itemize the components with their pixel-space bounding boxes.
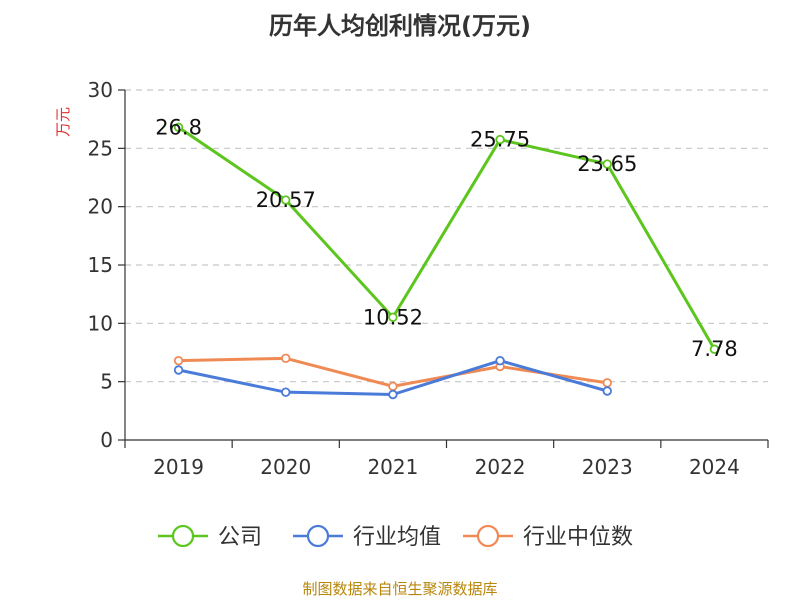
x-tick-label: 2023 xyxy=(582,455,633,479)
data-point xyxy=(388,381,398,392)
grid-lines xyxy=(125,89,768,383)
legend-label: 公司 xyxy=(218,525,262,550)
data-point xyxy=(495,134,505,145)
data-point xyxy=(173,355,184,366)
data-point xyxy=(388,312,398,322)
y-tick-label: 0 xyxy=(100,428,113,452)
data-label: 20.57 xyxy=(256,188,316,212)
y-axis-label: 万元 xyxy=(54,107,72,137)
y-tick-label: 20 xyxy=(88,195,113,219)
x-tick-label: 2024 xyxy=(689,455,740,479)
data-point xyxy=(602,386,612,396)
legend-marker xyxy=(306,524,330,548)
x-tick-label: 2021 xyxy=(367,455,418,479)
legend-item: 行业中位数 xyxy=(463,524,633,550)
axes: 0 5 10 15 20 25 30 2019 2020 2021 2022 2023 2024 xyxy=(88,78,769,479)
data-point xyxy=(173,122,184,133)
company-series xyxy=(173,122,720,354)
legend-marker xyxy=(171,524,195,548)
y-tick-label: 30 xyxy=(88,78,113,102)
x-tick-label: 2019 xyxy=(153,455,204,479)
data-point xyxy=(173,365,184,375)
y-tick-label: 10 xyxy=(88,311,113,335)
chart-title: 历年人均创利情况(万元) xyxy=(269,12,531,40)
data-label: 7.78 xyxy=(691,337,738,361)
legend-item: 公司 xyxy=(158,524,262,550)
legend-marker xyxy=(476,524,500,548)
data-labels: 26.8 20.57 10.52 25.75 23.65 7.78 xyxy=(155,115,738,361)
data-point xyxy=(602,378,612,388)
company-series-line xyxy=(177,126,716,350)
legend-label: 行业中位数 xyxy=(523,525,633,550)
legend: 公司 行业均值 行业中位数 xyxy=(158,524,633,550)
data-point xyxy=(388,389,398,400)
legend-label: 行业均值 xyxy=(353,525,441,550)
data-label: 26.8 xyxy=(155,115,202,139)
data-point xyxy=(602,159,612,169)
y-tick-label: 25 xyxy=(88,136,113,160)
source-note: 制图数据来自恒生聚源数据库 xyxy=(302,580,498,598)
data-point xyxy=(709,344,720,354)
series-layer xyxy=(173,122,720,400)
data-point xyxy=(281,353,291,364)
data-label: 23.65 xyxy=(577,152,637,176)
data-point xyxy=(495,355,505,366)
legend-item: 行业均值 xyxy=(293,524,441,550)
data-label: 25.75 xyxy=(470,128,530,152)
x-tick-label: 2020 xyxy=(260,455,311,479)
industry-avg-series xyxy=(173,355,612,400)
y-tick-label: 5 xyxy=(100,370,113,394)
data-point xyxy=(281,387,291,397)
data-label: 10.52 xyxy=(363,305,423,329)
y-tick-label: 15 xyxy=(88,253,113,277)
x-tick-label: 2022 xyxy=(475,455,526,479)
data-point xyxy=(281,195,291,205)
